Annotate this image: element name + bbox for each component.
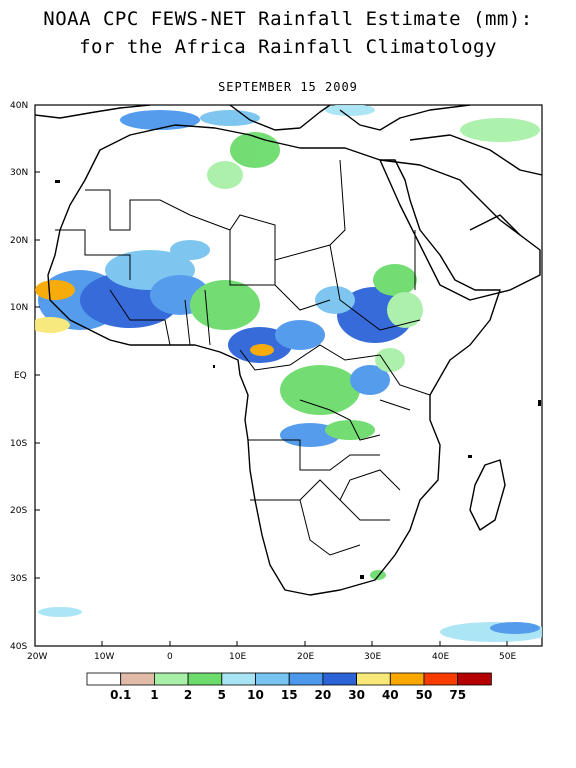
legend-swatch — [389, 672, 425, 686]
rainfall-areas — [35, 105, 542, 642]
legend-label: 50 — [416, 688, 433, 702]
lat-label: 40N — [10, 101, 28, 111]
lat-label: 10S — [10, 439, 27, 449]
lon-label: 10W — [94, 652, 114, 662]
lat-label: 40S — [10, 642, 27, 652]
lon-label: 30E — [364, 652, 381, 662]
legend-swatch — [221, 672, 256, 686]
lon-label: 20E — [297, 652, 314, 662]
legend-label: 5 — [218, 688, 226, 702]
legend-label: 15 — [281, 688, 298, 702]
lat-label: 20N — [10, 236, 28, 246]
map-date: SEPTEMBER 15 2009 — [218, 80, 358, 94]
lon-label: 10E — [229, 652, 246, 662]
legend-swatch — [423, 672, 459, 686]
legend-label: 30 — [348, 688, 365, 702]
lat-label: 20S — [10, 506, 27, 516]
color-legend: 0.1 1 2 5 10 15 20 30 40 50 75 — [86, 672, 492, 702]
legend-swatch — [288, 672, 324, 686]
legend-swatch — [255, 672, 290, 686]
rainfall-map: 40N 30N 20N 10N EQ 10S 20S 30S 40S 20W 1… — [10, 101, 543, 662]
legend-label: 2 — [184, 688, 192, 702]
coastlines — [35, 105, 542, 596]
lat-label: EQ — [14, 371, 27, 381]
lat-label: 30S — [10, 574, 27, 584]
legend-swatch — [356, 672, 391, 686]
lon-label: 0 — [167, 652, 173, 662]
legend-label: 40 — [382, 688, 399, 702]
legend-label: 20 — [315, 688, 332, 702]
legend-swatch — [120, 672, 155, 686]
legend-swatch — [457, 672, 492, 686]
legend-label: 0.1 — [110, 688, 131, 702]
legend-label: 10 — [247, 688, 264, 702]
lon-label: 20W — [27, 652, 47, 662]
islands — [55, 180, 541, 579]
legend-swatch — [187, 672, 223, 686]
legend-swatch — [322, 672, 357, 686]
lat-label: 30N — [10, 168, 28, 178]
lat-label: 10N — [10, 303, 28, 313]
legend-label: 1 — [150, 688, 158, 702]
map-title-line-2: for the Africa Rainfall Climatology — [79, 36, 497, 58]
country-borders — [55, 159, 431, 556]
lon-label: 40E — [432, 652, 449, 662]
axis-ticks — [35, 171, 508, 646]
legend-label: 75 — [449, 688, 466, 702]
lon-label: 50E — [499, 652, 516, 662]
legend-swatch — [154, 672, 189, 686]
legend-swatch — [86, 672, 122, 686]
map-title-line-1: NOAA CPC FEWS-NET Rainfall Estimate (mm)… — [43, 8, 533, 30]
